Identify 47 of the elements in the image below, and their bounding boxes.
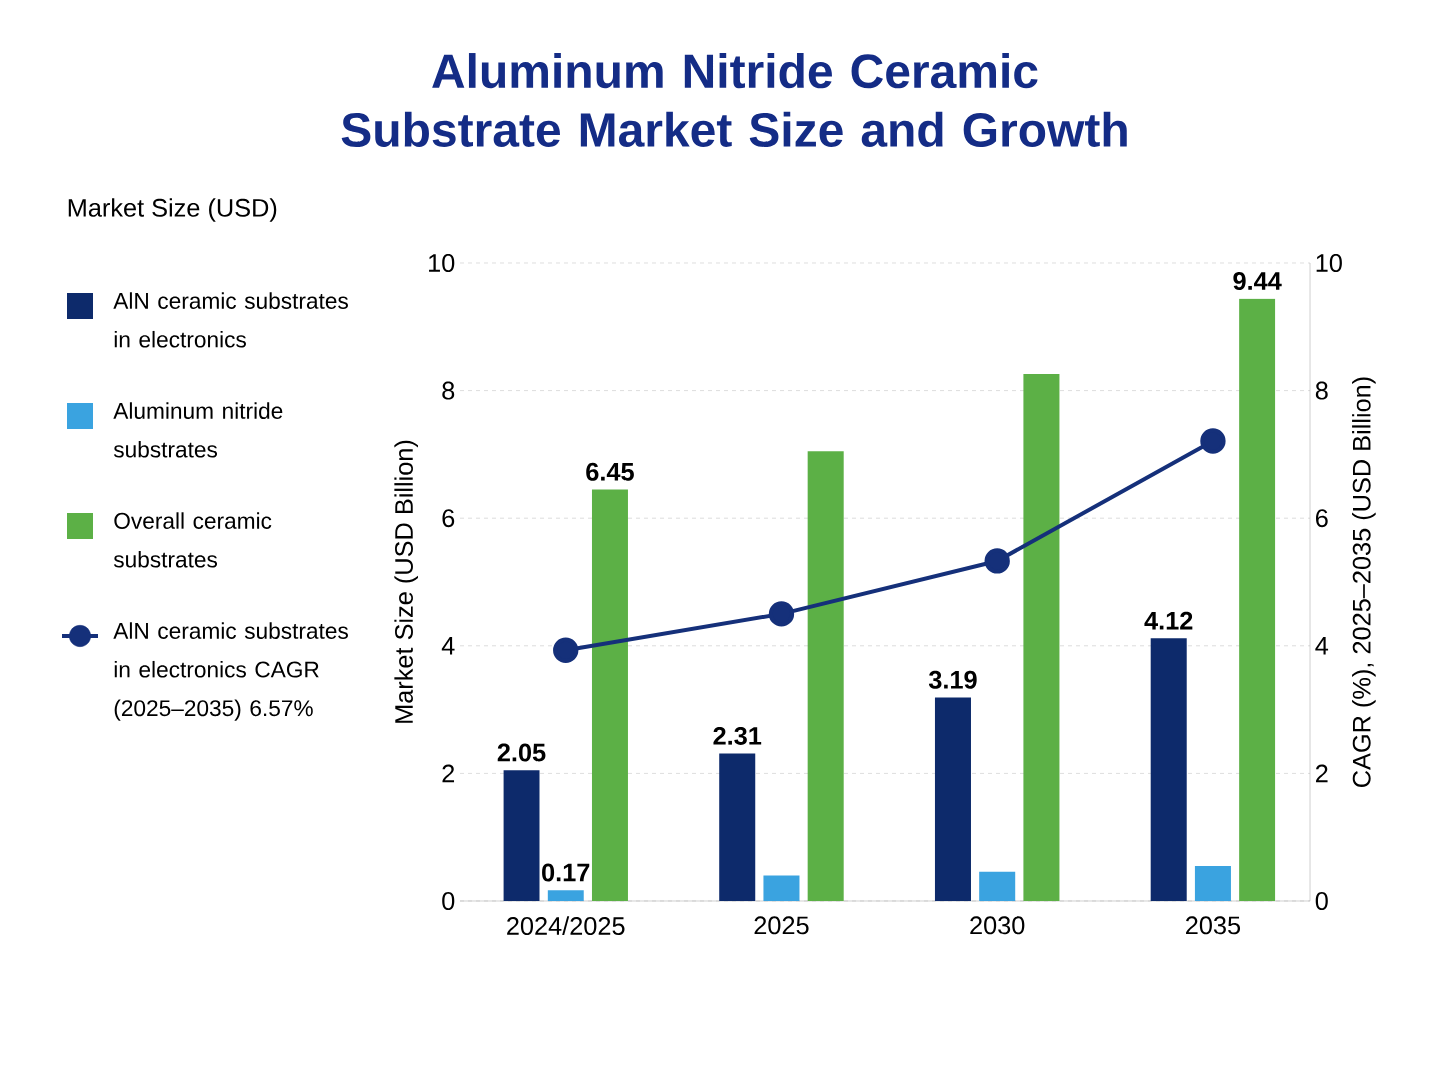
y2-tick-label: 2 bbox=[1316, 764, 1328, 783]
text: Market Size (USD) bbox=[68, 198, 277, 222]
bar bbox=[934, 697, 971, 901]
bar bbox=[763, 875, 800, 901]
y-tick-label: 6 bbox=[442, 509, 455, 528]
y2-tick-label: 10 bbox=[1316, 254, 1342, 272]
data-label: 3.19 bbox=[928, 670, 977, 689]
legend-label: AlN ceramic substrates in electronics bbox=[113, 292, 348, 348]
y-tick-label: 8 bbox=[442, 381, 455, 400]
bar bbox=[1239, 298, 1276, 901]
bar bbox=[1150, 638, 1187, 901]
data-label: 4.12 bbox=[1144, 611, 1193, 630]
y-axis-title: Market Size (USD Billion) bbox=[394, 440, 418, 723]
y-tick-label: 4 bbox=[441, 637, 455, 655]
chart-title: Aluminum Nitride Ceramic Substrate Market Size and Growth bbox=[341, 53, 1127, 147]
data-label: 2.05 bbox=[497, 743, 546, 762]
x-tick-label: 2035 bbox=[1186, 916, 1241, 935]
bar bbox=[807, 451, 844, 901]
legend-label: AlN ceramic substrates in electronics CAGR (2025–2035) 6.57% bbox=[113, 622, 348, 721]
point bbox=[984, 548, 1010, 574]
x-tick-label: 2025 bbox=[754, 916, 809, 935]
data-label: 9.44 bbox=[1233, 272, 1282, 291]
point bbox=[1200, 428, 1226, 454]
bar bbox=[547, 890, 584, 901]
bar bbox=[503, 770, 540, 901]
y2-tick-label: 6 bbox=[1316, 509, 1328, 528]
bar bbox=[1023, 374, 1060, 901]
point bbox=[553, 637, 579, 663]
data-label: 6.45 bbox=[586, 462, 634, 481]
bar bbox=[719, 753, 756, 901]
y-tick-label: 2 bbox=[442, 764, 455, 783]
data-label: 0.17 bbox=[542, 863, 590, 882]
x-tick-label: 2030 bbox=[970, 916, 1025, 935]
y-tick-label: 0 bbox=[442, 892, 455, 910]
legend-label: Overall ceramic substrates bbox=[113, 512, 272, 568]
data-label: 2.31 bbox=[713, 726, 762, 745]
y2-axis-title: CAGR (%), 2025–2035 (USD Billion) bbox=[1352, 377, 1376, 787]
bar bbox=[591, 489, 628, 901]
x-tick-label: 2024/2025 bbox=[507, 916, 625, 935]
bar bbox=[979, 871, 1016, 901]
y2-tick-label: 8 bbox=[1315, 381, 1328, 400]
y2-tick-label: 4 bbox=[1315, 637, 1329, 655]
bar bbox=[1194, 865, 1231, 901]
point bbox=[768, 601, 795, 627]
legend-label: Aluminum nitride substrates bbox=[113, 402, 283, 458]
y-tick-label: 10 bbox=[429, 254, 455, 272]
y2-tick-label: 0 bbox=[1315, 892, 1328, 910]
